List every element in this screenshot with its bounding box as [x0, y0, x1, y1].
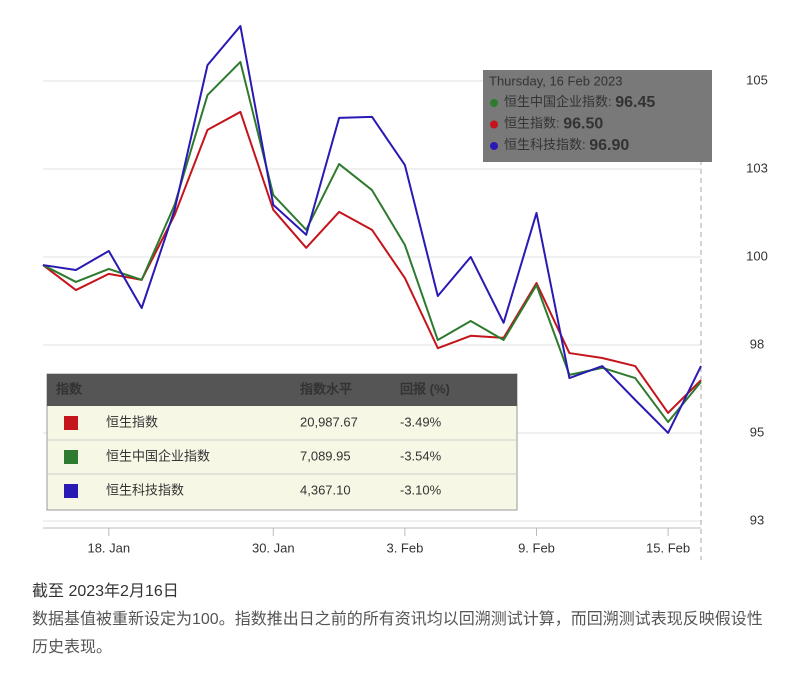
tooltip-item: 恒生中国企业指数: 96.45 [504, 94, 655, 111]
x-tick-label: 3. Feb [386, 540, 423, 555]
x-tick-label: 9. Feb [518, 540, 555, 555]
caption: 截至 2023年2月16日 数据基值被重新设定为100。指数推出日之前的所有资讯… [32, 578, 777, 662]
table-cell: 恒生指数 [106, 414, 158, 429]
tooltip-name: 恒生指数 [504, 116, 556, 131]
tooltip-dot [490, 142, 498, 150]
tooltip-title: Thursday, 16 Feb 2023 [489, 73, 622, 88]
tooltip-sep: : [582, 137, 589, 152]
series-line [42, 25, 702, 434]
table-cell: 恒生科技指数 [106, 482, 184, 497]
table-cell: 7,089.95 [300, 448, 351, 463]
tooltip-name: 恒生中国企业指数 [504, 94, 608, 109]
table-cell: -3.49% [400, 414, 442, 429]
y-tick-label: 98 [750, 336, 764, 351]
y-tick-label: 93 [750, 512, 764, 527]
tooltip-sep: : [608, 94, 615, 109]
caption-date: 截至 2023年2月16日 [32, 583, 179, 600]
tooltip-name: 恒生科技指数 [504, 137, 582, 152]
x-tick-label: 30. Jan [252, 540, 295, 555]
table-cell: 恒生中国企业指数 [106, 448, 210, 463]
tooltip-value: 96.90 [589, 137, 629, 154]
y-tick-label: 100 [746, 248, 768, 263]
tooltip-item: 恒生科技指数: 96.90 [504, 137, 629, 154]
tooltip-bg [483, 70, 712, 162]
tooltip-item: 恒生指数: 96.50 [504, 116, 603, 133]
table-cell: 20,987.67 [300, 414, 358, 429]
legend-swatch [64, 484, 78, 498]
x-tick-label: 18. Jan [87, 540, 130, 555]
table-header-cell: 回报 (%) [400, 381, 450, 396]
caption-note: 数据基值被重新设定为100。指数推出日之前的所有资讯均以回溯测试计算，而回溯测试… [32, 611, 763, 656]
tooltip-sep: : [556, 116, 563, 131]
table-cell: 4,367.10 [300, 482, 351, 497]
legend-swatch [64, 450, 78, 464]
table-header-cell: 指数 [56, 381, 83, 396]
table-cell: -3.54% [400, 448, 442, 463]
tooltip-value: 96.50 [563, 116, 603, 133]
y-tick-label: 103 [746, 160, 768, 175]
table-header-cell: 指数水平 [300, 381, 352, 396]
tooltip-dot [490, 120, 498, 129]
y-tick-label: 95 [750, 424, 764, 439]
y-tick-label: 105 [746, 72, 768, 87]
x-tick-label: 15. Feb [646, 540, 690, 555]
table-cell: -3.10% [400, 482, 442, 497]
legend-swatch [64, 416, 78, 430]
tooltip-value: 96.45 [615, 94, 655, 111]
series-line [42, 110, 702, 414]
chart: 93 95 98 100 103 105 18. Jan 30. Jan 3. Feb 9. Fe… [42, 25, 768, 560]
tooltip-dot [490, 99, 498, 107]
table-header [47, 374, 517, 406]
